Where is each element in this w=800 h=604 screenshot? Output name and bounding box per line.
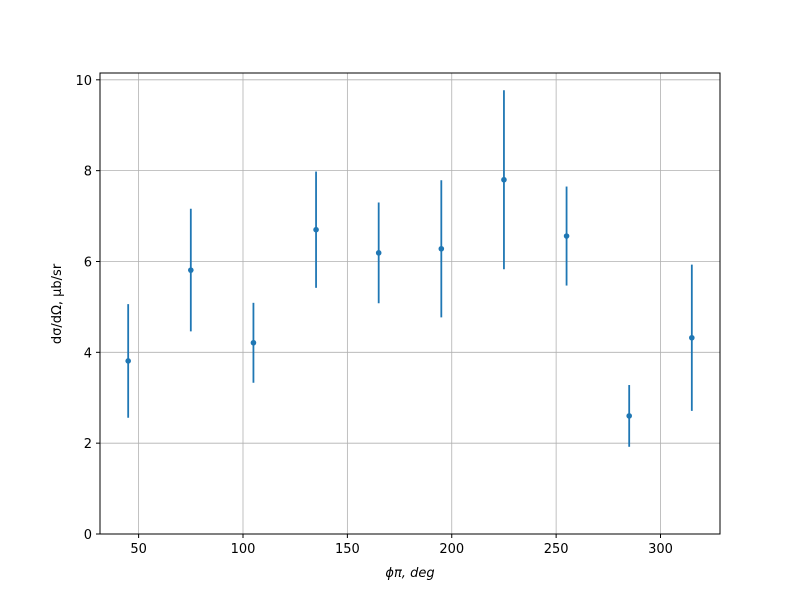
data-point	[438, 245, 445, 252]
x-tick-label: 100	[231, 542, 256, 557]
data-point	[250, 339, 257, 346]
x-axis-label: ϕπ, deg	[385, 566, 434, 581]
y-tick-label: 2	[84, 437, 92, 452]
x-tick-label: 250	[544, 542, 569, 557]
y-tick-label: 6	[84, 255, 92, 270]
x-tick-label: 150	[335, 542, 360, 557]
data-point	[313, 226, 319, 233]
data-point	[501, 176, 507, 183]
data-point	[689, 334, 695, 341]
plot-frame	[99, 72, 721, 535]
data-point	[188, 267, 194, 273]
x-tick-label: 300	[648, 542, 673, 557]
y-tick-label: 8	[84, 165, 92, 180]
y-tick-label: 10	[75, 74, 92, 89]
data-point	[563, 233, 570, 239]
y-axis-label: dσ/dΩ, μb/sr	[50, 263, 65, 344]
x-tick-label: 200	[439, 542, 464, 557]
y-tick-label: 4	[84, 346, 92, 361]
data-point	[626, 413, 632, 419]
data-point	[375, 250, 382, 256]
data-point	[125, 358, 131, 364]
y-tick-label: 0	[84, 528, 92, 543]
x-tick-label: 50	[130, 542, 147, 557]
